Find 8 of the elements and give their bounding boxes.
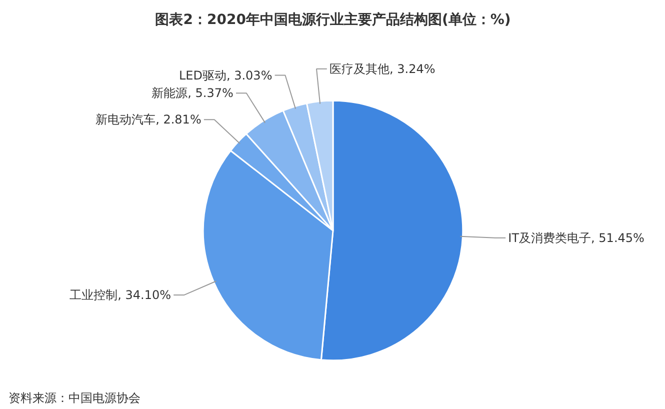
slice-label: 新能源, 5.37% — [152, 86, 234, 100]
slice-label: 医疗及其他, 3.24% — [329, 62, 436, 76]
slice-label: IT及消费类电子, 51.45% — [508, 230, 644, 245]
slice-label: 新电动汽车, 2.81% — [96, 112, 202, 127]
text: 资料来源：中国电源协会 — [8, 391, 140, 406]
slice-label: LED驱动, 3.03% — [178, 68, 272, 82]
chart-title: 图表2：2020年中国电源行业主要产品结构图(单位：%) — [155, 10, 511, 28]
slice-label: 工业控制, 34.10% — [70, 288, 172, 302]
